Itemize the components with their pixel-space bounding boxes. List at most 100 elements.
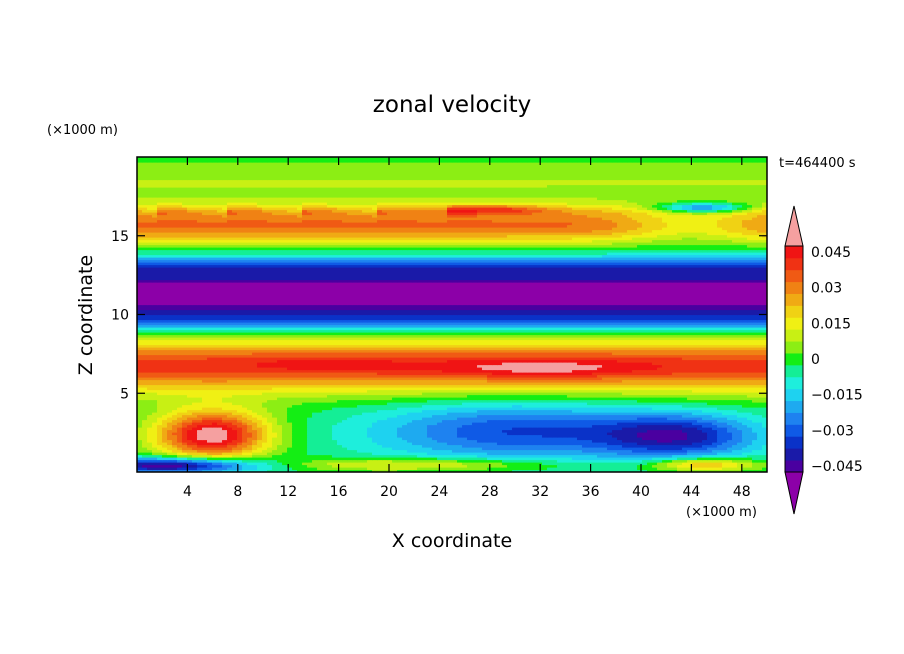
field-cell xyxy=(702,459,708,463)
field-cell xyxy=(747,454,753,458)
field-cell xyxy=(182,459,188,463)
field-cell xyxy=(727,462,733,466)
field-cell xyxy=(507,469,513,472)
field-cell xyxy=(177,469,183,472)
field-cell xyxy=(397,459,403,463)
field-cell xyxy=(167,464,173,468)
field-cell xyxy=(322,462,328,466)
field-cell xyxy=(342,449,348,453)
field-cell xyxy=(332,462,338,466)
field-cell xyxy=(317,459,323,463)
field-cell xyxy=(272,454,278,458)
field-cell xyxy=(337,449,343,453)
field-cell xyxy=(602,457,608,461)
field-cell xyxy=(447,459,453,463)
field-cell xyxy=(227,462,233,466)
field-cell xyxy=(197,454,203,458)
field-cell xyxy=(512,457,518,461)
field-cell xyxy=(587,452,593,456)
field-cell xyxy=(302,469,308,472)
field-cell xyxy=(182,464,188,468)
field-cell xyxy=(642,462,648,466)
chart-title: zonal velocity xyxy=(373,92,531,118)
field-cell xyxy=(762,467,767,471)
field-cell xyxy=(207,454,213,458)
field-cell xyxy=(427,467,433,471)
field-cell xyxy=(467,457,473,461)
field-cell xyxy=(422,459,428,463)
field-cell xyxy=(142,457,148,461)
field-cell xyxy=(302,467,308,471)
field-cell xyxy=(412,454,418,458)
field-cell xyxy=(172,454,178,458)
field-cell xyxy=(267,462,273,466)
field-cell xyxy=(517,452,523,456)
field-cell xyxy=(342,454,348,458)
field-cell xyxy=(597,462,603,466)
field-cell xyxy=(527,464,533,468)
field-cell xyxy=(647,457,653,461)
field-cell xyxy=(662,457,668,461)
field-cell xyxy=(322,449,328,453)
field-cell xyxy=(472,469,478,472)
field-cell xyxy=(382,452,388,456)
field-cell xyxy=(352,467,358,471)
field-cell xyxy=(162,457,168,461)
field-cell xyxy=(247,464,253,468)
field-cell xyxy=(177,452,183,456)
field-cell xyxy=(457,452,463,456)
field-cell xyxy=(617,457,623,461)
field-cell xyxy=(197,464,203,468)
field-cell xyxy=(582,457,588,461)
field-cell xyxy=(277,469,283,472)
field-cell xyxy=(552,452,558,456)
field-cell xyxy=(697,459,703,463)
field-cell xyxy=(532,469,538,472)
field-cell xyxy=(647,454,653,458)
field-cell xyxy=(357,454,363,458)
field-cell xyxy=(647,464,653,468)
field-cell xyxy=(257,459,263,463)
field-cell xyxy=(657,457,663,461)
field-cell xyxy=(267,457,273,461)
field-cell xyxy=(597,467,603,471)
field-cell xyxy=(282,462,288,466)
field-cell xyxy=(627,454,633,458)
field-cell xyxy=(592,462,598,466)
field-cell xyxy=(452,449,458,453)
field-cell xyxy=(347,459,353,463)
field-cell xyxy=(157,457,163,461)
field-cell xyxy=(512,459,518,463)
field-cell xyxy=(602,464,608,468)
field-cell xyxy=(277,467,283,471)
field-cell xyxy=(372,457,378,461)
field-cell xyxy=(602,459,608,463)
field-cell xyxy=(472,467,478,471)
field-cell xyxy=(392,467,398,471)
field-cell xyxy=(577,459,583,463)
field-cell xyxy=(492,459,498,463)
field-cell xyxy=(707,464,713,468)
field-cell xyxy=(687,454,693,458)
field-cell xyxy=(242,462,248,466)
field-cell xyxy=(232,467,238,471)
field-cell xyxy=(197,459,203,463)
field-cell xyxy=(682,467,688,471)
field-cell xyxy=(202,469,208,472)
field-cell xyxy=(152,464,158,468)
field-cell xyxy=(197,452,203,456)
field-cell xyxy=(592,454,598,458)
field-cell xyxy=(472,462,478,466)
field-cell xyxy=(332,449,338,453)
field-cell xyxy=(407,469,413,472)
field-cell xyxy=(337,459,343,463)
field-cell xyxy=(292,449,298,453)
field-cell xyxy=(582,469,588,472)
field-cell xyxy=(732,467,738,471)
field-cell xyxy=(757,454,763,458)
field-cell xyxy=(177,459,183,463)
field-cell xyxy=(607,462,613,466)
field-cell xyxy=(717,462,723,466)
field-cell xyxy=(422,452,428,456)
field-cell xyxy=(157,459,163,463)
